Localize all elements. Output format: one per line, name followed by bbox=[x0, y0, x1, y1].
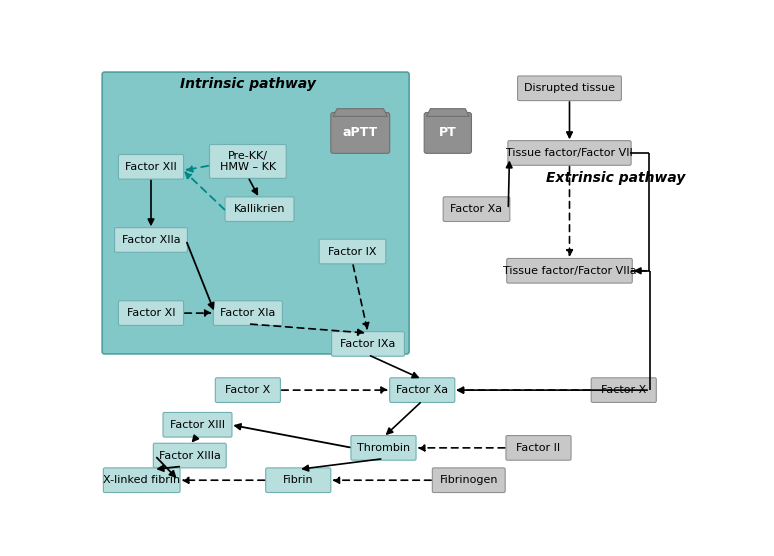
Text: Tissue factor/Factor VIIa: Tissue factor/Factor VIIa bbox=[502, 266, 636, 276]
FancyBboxPatch shape bbox=[330, 112, 389, 153]
FancyBboxPatch shape bbox=[506, 435, 571, 460]
Text: Tissue factor/Factor VII: Tissue factor/Factor VII bbox=[506, 148, 633, 158]
Text: aPTT: aPTT bbox=[343, 126, 378, 140]
Text: Kallikrien: Kallikrien bbox=[234, 204, 286, 214]
FancyBboxPatch shape bbox=[518, 76, 622, 101]
Text: Factor IXa: Factor IXa bbox=[341, 339, 396, 349]
FancyBboxPatch shape bbox=[153, 443, 226, 468]
FancyBboxPatch shape bbox=[591, 378, 656, 403]
Text: Factor XIII: Factor XIII bbox=[170, 420, 225, 430]
FancyBboxPatch shape bbox=[444, 197, 510, 221]
Polygon shape bbox=[333, 108, 387, 116]
Text: Factor Xa: Factor Xa bbox=[450, 204, 502, 214]
Text: Disrupted tissue: Disrupted tissue bbox=[524, 83, 615, 93]
Text: Factor XIa: Factor XIa bbox=[220, 308, 276, 318]
Text: Factor XI: Factor XI bbox=[127, 308, 175, 318]
FancyBboxPatch shape bbox=[102, 72, 409, 354]
FancyBboxPatch shape bbox=[433, 468, 505, 493]
Text: Intrinsic pathway: Intrinsic pathway bbox=[180, 77, 316, 91]
Text: Factor X: Factor X bbox=[225, 385, 270, 395]
FancyBboxPatch shape bbox=[215, 378, 280, 403]
Text: Fibrinogen: Fibrinogen bbox=[440, 475, 498, 485]
Text: Factor XIIIa: Factor XIIIa bbox=[159, 450, 221, 460]
FancyBboxPatch shape bbox=[104, 468, 180, 493]
FancyBboxPatch shape bbox=[163, 413, 232, 437]
Text: Thrombin: Thrombin bbox=[357, 443, 410, 453]
Text: Factor XII: Factor XII bbox=[125, 162, 177, 172]
FancyBboxPatch shape bbox=[331, 331, 405, 356]
FancyBboxPatch shape bbox=[225, 197, 294, 221]
Text: Factor X: Factor X bbox=[601, 385, 646, 395]
FancyBboxPatch shape bbox=[351, 435, 416, 460]
FancyBboxPatch shape bbox=[214, 301, 283, 325]
Text: PT: PT bbox=[439, 126, 457, 140]
FancyBboxPatch shape bbox=[118, 301, 183, 325]
FancyBboxPatch shape bbox=[389, 378, 455, 403]
FancyBboxPatch shape bbox=[508, 141, 631, 165]
FancyBboxPatch shape bbox=[507, 259, 632, 283]
Polygon shape bbox=[426, 108, 469, 116]
FancyBboxPatch shape bbox=[115, 227, 187, 252]
Text: Factor II: Factor II bbox=[516, 443, 560, 453]
FancyBboxPatch shape bbox=[319, 239, 385, 264]
FancyBboxPatch shape bbox=[424, 112, 471, 153]
Text: X-linked fibrin: X-linked fibrin bbox=[103, 475, 180, 485]
Text: Pre-KK/
HMW – KK: Pre-KK/ HMW – KK bbox=[220, 151, 276, 172]
Text: Fibrin: Fibrin bbox=[283, 475, 313, 485]
FancyBboxPatch shape bbox=[210, 145, 286, 178]
Text: Factor XIIa: Factor XIIa bbox=[122, 235, 180, 245]
FancyBboxPatch shape bbox=[118, 155, 183, 179]
Text: Extrinsic pathway: Extrinsic pathway bbox=[546, 171, 686, 185]
Text: Factor IX: Factor IX bbox=[328, 246, 377, 256]
FancyBboxPatch shape bbox=[265, 468, 330, 493]
Text: Factor Xa: Factor Xa bbox=[396, 385, 448, 395]
